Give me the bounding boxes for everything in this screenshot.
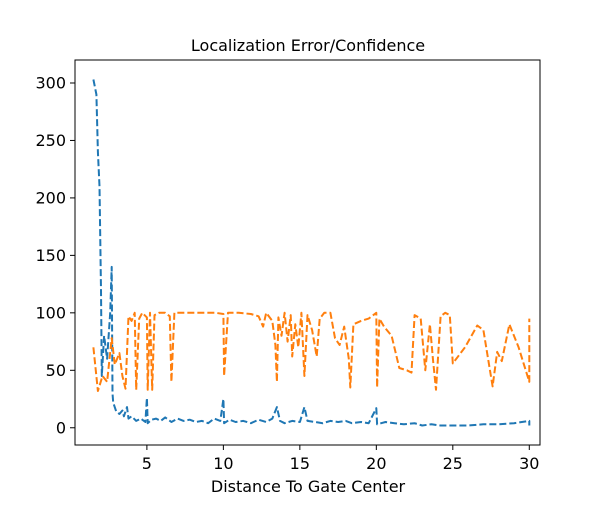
y-tick-label: 100 xyxy=(35,303,66,322)
x-tick-label: 25 xyxy=(443,454,463,473)
series-layer xyxy=(92,79,531,427)
x-axis-label: Distance To Gate Center xyxy=(211,477,406,496)
chart-title: Localization Error/Confidence xyxy=(191,36,425,55)
plot-area-frame xyxy=(74,59,541,446)
x-tick-label: 15 xyxy=(290,454,310,473)
x-tick-label: 10 xyxy=(213,454,233,473)
series-line-1 xyxy=(92,79,531,427)
y-tick-label: 300 xyxy=(35,73,66,92)
y-tick-label: 150 xyxy=(35,246,66,265)
series-line-2 xyxy=(92,311,531,392)
y-tick-label: 50 xyxy=(46,361,66,380)
y-tick-label: 0 xyxy=(56,418,66,437)
y-axis: 0 50 100 150 200 250 300 xyxy=(35,73,75,437)
x-tick-label: 20 xyxy=(366,454,386,473)
x-tick-label: 30 xyxy=(519,454,539,473)
y-tick-label: 200 xyxy=(35,188,66,207)
x-axis: 5 10 15 20 25 30 xyxy=(142,445,539,473)
y-tick-label: 250 xyxy=(35,131,66,150)
x-tick-label: 5 xyxy=(142,454,152,473)
